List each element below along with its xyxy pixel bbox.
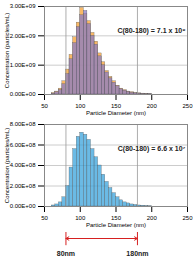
svg-text:2.00E+08: 2.00E+08 bbox=[10, 183, 37, 189]
svg-text:100: 100 bbox=[75, 215, 86, 221]
svg-text:1.00E+09: 1.00E+09 bbox=[10, 62, 37, 68]
svg-text:Concentration (particles/mL): Concentration (particles/mL) bbox=[4, 128, 10, 203]
svg-text:C(80-180) = 6.6 x 10⁷: C(80-180) = 6.6 x 10⁷ bbox=[118, 145, 186, 153]
svg-text:Particle Diameter (nm): Particle Diameter (nm) bbox=[86, 222, 146, 228]
svg-text:100: 100 bbox=[75, 103, 86, 109]
svg-text:2.00E+09: 2.00E+09 bbox=[10, 33, 37, 39]
svg-text:50: 50 bbox=[41, 103, 48, 109]
svg-text:Concentration (particles/mL): Concentration (particles/mL) bbox=[4, 13, 10, 88]
svg-text:8.00E+08: 8.00E+08 bbox=[10, 121, 37, 127]
svg-text:200: 200 bbox=[147, 103, 158, 109]
svg-text:150: 150 bbox=[111, 103, 122, 109]
svg-text:4.00E+08: 4.00E+08 bbox=[10, 162, 37, 168]
svg-text:150: 150 bbox=[111, 215, 122, 221]
svg-text:80nm: 80nm bbox=[57, 250, 75, 257]
svg-text:6.00E+08: 6.00E+08 bbox=[10, 142, 37, 148]
svg-text:Particle Diameter (nm): Particle Diameter (nm) bbox=[86, 110, 146, 116]
svg-text:3.00E+09: 3.00E+09 bbox=[10, 3, 37, 9]
svg-text:0.00E+00: 0.00E+00 bbox=[10, 91, 37, 97]
svg-text:250: 250 bbox=[182, 215, 193, 221]
svg-text:C(80-180) = 7.1 x 10⁹: C(80-180) = 7.1 x 10⁹ bbox=[117, 27, 185, 35]
svg-text:50: 50 bbox=[41, 215, 48, 221]
svg-text:180nm: 180nm bbox=[126, 250, 148, 257]
svg-text:0.00E+00: 0.00E+00 bbox=[10, 203, 37, 209]
svg-text:200: 200 bbox=[147, 215, 158, 221]
svg-text:250: 250 bbox=[182, 103, 193, 109]
